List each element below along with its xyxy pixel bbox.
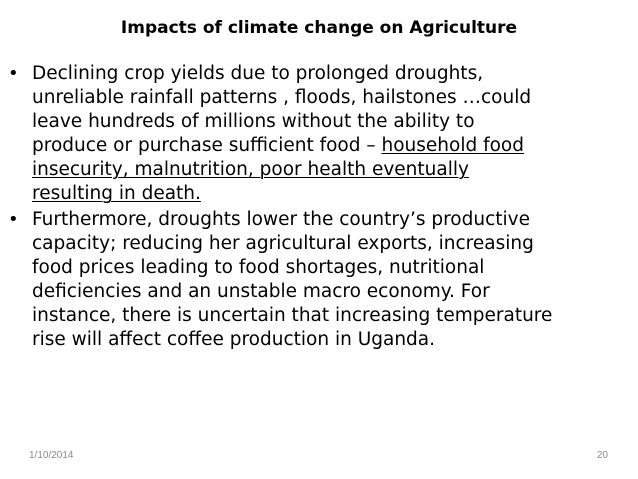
footer-page-number: 20	[596, 450, 608, 461]
bullet-text-line: Declining crop yields due to prolonged d…	[32, 63, 484, 84]
bullet-text-line: unreliable rainfall patterns , floods, h…	[32, 87, 532, 108]
bullet-symbol: •	[8, 209, 19, 230]
bullet-item: • Furthermore, droughts lower the countr…	[8, 208, 636, 352]
bullet-text-line: food prices leading to food shortages, n…	[32, 257, 485, 278]
underlined-text-line: insecurity, malnutrition, poor health ev…	[32, 159, 469, 180]
bullet-text-line: capacity; reducing her agricultural expo…	[32, 233, 534, 254]
slide-title: Impacts of climate change on Agriculture	[120, 18, 518, 38]
footer-date: 1/10/2014	[29, 450, 74, 461]
bullet-text-line: deficiencies and an unstable macro econo…	[32, 281, 490, 302]
bullet-text-line: leave hundreds of millions without the a…	[32, 111, 475, 132]
bullet-text-segment: produce or purchase sufficient food –	[32, 135, 382, 156]
bullet-item: • Declining crop yields due to prolonged…	[8, 62, 636, 206]
bullet-text-line: produce or purchase sufficient food – ho…	[32, 134, 636, 158]
underlined-text-segment: resulting in death.	[32, 183, 201, 204]
underlined-text-segment: household food	[381, 135, 524, 156]
bullet-text-line: Furthermore, droughts lower the country’…	[32, 209, 530, 230]
bullet-text-line: rise will affect coffee production in Ug…	[32, 329, 435, 350]
bullet-text-line: instance, there is uncertain that increa…	[32, 305, 553, 326]
bullet-text-line: resulting in death.	[32, 182, 636, 206]
bullet-list: • Declining crop yields due to prolonged…	[8, 62, 636, 352]
bullet-symbol: •	[8, 63, 19, 84]
